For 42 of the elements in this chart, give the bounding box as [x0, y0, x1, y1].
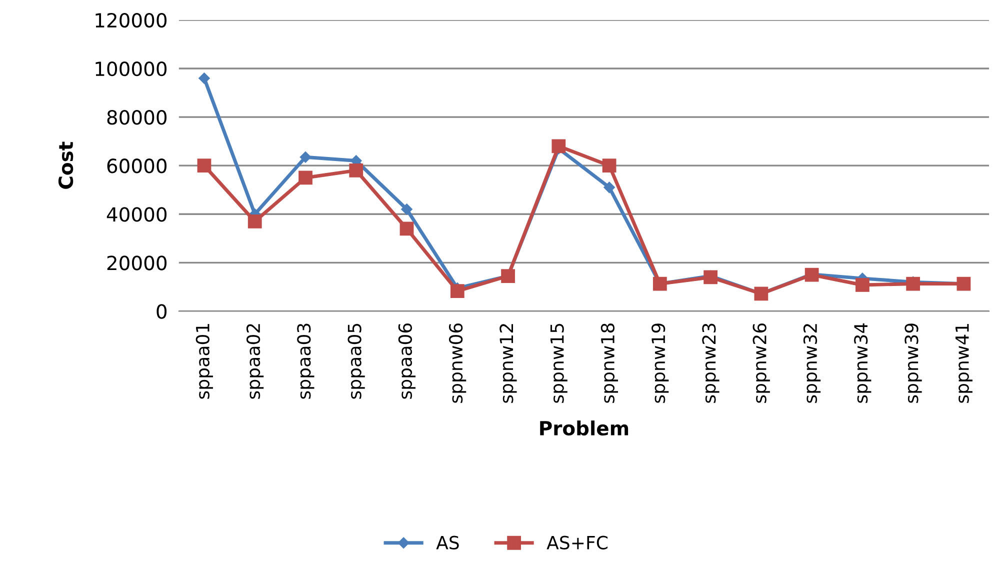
x-tick-label: sppnw06 — [448, 323, 466, 403]
point — [248, 214, 262, 228]
point — [300, 151, 312, 163]
x-tick-label: sppnw23 — [702, 324, 720, 403]
point — [602, 158, 616, 173]
y-tick-label: 120000 — [96, 12, 167, 28]
x-tick-label: sppnw18 — [600, 324, 618, 403]
point — [197, 158, 212, 173]
point — [704, 270, 718, 284]
x-tick-label: sppnw12 — [500, 324, 517, 403]
point — [349, 164, 364, 178]
y-tick-label: 0 — [156, 304, 167, 319]
point — [400, 222, 414, 236]
x-tick-label: sppaa05 — [348, 324, 365, 399]
point — [856, 278, 870, 292]
x-tick-label: sppnw32 — [803, 324, 821, 403]
x-tick-label: sppaa03 — [297, 324, 314, 399]
y-tick-label: 40000 — [106, 207, 167, 222]
legend-label: AS — [436, 536, 459, 550]
x-tick-label: sppnw34 — [854, 323, 872, 403]
x-tick-label: sppaa01 — [196, 324, 213, 399]
x-tick-label: sppnw41 — [956, 324, 972, 403]
x-tick-label: sppnw26 — [752, 323, 770, 403]
point — [198, 72, 210, 84]
y-tick-label: 80000 — [107, 110, 167, 125]
y-tick-label: 60000 — [107, 158, 167, 174]
x-tick-label: sppaa02 — [246, 324, 264, 399]
x-axis-title: Problem — [540, 420, 628, 436]
y-tick-label: 100000 — [96, 61, 167, 76]
y-tick-label: 20000 — [107, 256, 167, 270]
point — [401, 204, 412, 215]
y-axis-title: Cost — [58, 142, 74, 189]
x-tick-label: sppnw39 — [904, 324, 922, 403]
point — [552, 139, 566, 154]
x-tick-label: sppaa06 — [398, 323, 416, 399]
x-tick-label: sppnw15 — [550, 324, 568, 403]
point — [450, 284, 464, 298]
legend-label: AS+FC — [546, 536, 608, 550]
point — [906, 276, 920, 291]
x-tick-label: sppnw19 — [652, 324, 669, 403]
point — [298, 170, 312, 185]
point — [604, 182, 615, 194]
